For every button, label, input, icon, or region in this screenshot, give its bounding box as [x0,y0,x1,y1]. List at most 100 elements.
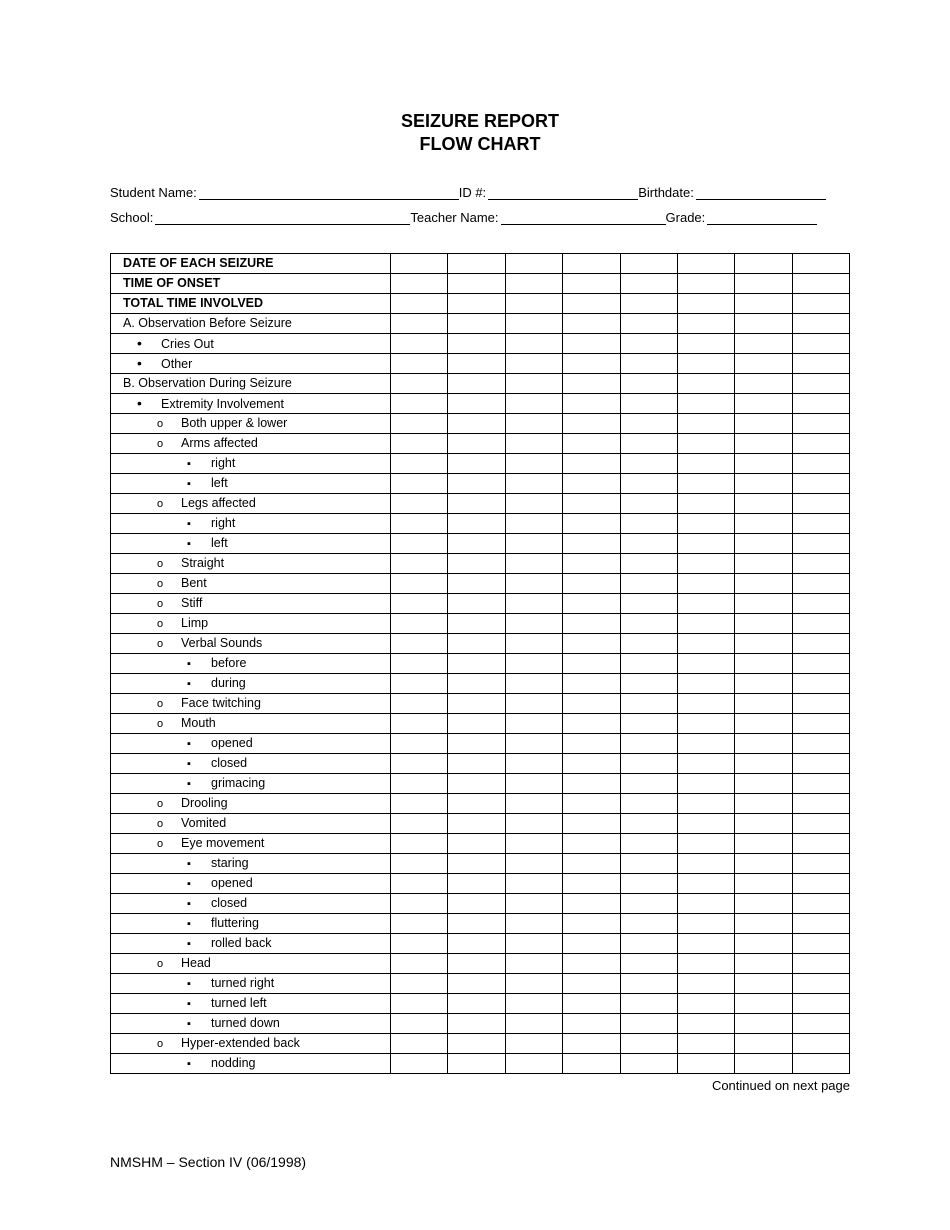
data-cell[interactable] [448,653,505,673]
data-cell[interactable] [735,433,792,453]
data-cell[interactable] [620,673,677,693]
data-cell[interactable] [620,753,677,773]
data-cell[interactable] [620,293,677,313]
data-cell[interactable] [677,893,734,913]
data-cell[interactable] [620,333,677,353]
data-cell[interactable] [505,393,562,413]
data-cell[interactable] [677,613,734,633]
data-cell[interactable] [448,393,505,413]
data-cell[interactable] [735,1013,792,1033]
data-cell[interactable] [563,933,620,953]
data-cell[interactable] [620,813,677,833]
data-cell[interactable] [735,513,792,533]
data-cell[interactable] [505,373,562,393]
data-cell[interactable] [735,313,792,333]
data-cell[interactable] [620,353,677,373]
data-cell[interactable] [391,933,448,953]
data-cell[interactable] [563,713,620,733]
data-cell[interactable] [391,353,448,373]
data-cell[interactable] [505,713,562,733]
data-cell[interactable] [677,653,734,673]
data-cell[interactable] [735,893,792,913]
data-cell[interactable] [735,253,792,273]
data-cell[interactable] [792,513,849,533]
data-cell[interactable] [735,953,792,973]
data-cell[interactable] [620,273,677,293]
data-cell[interactable] [505,533,562,553]
data-cell[interactable] [563,833,620,853]
data-cell[interactable] [448,513,505,533]
data-cell[interactable] [620,693,677,713]
data-cell[interactable] [448,593,505,613]
data-cell[interactable] [735,773,792,793]
data-cell[interactable] [677,393,734,413]
data-cell[interactable] [620,393,677,413]
data-cell[interactable] [563,853,620,873]
data-cell[interactable] [735,673,792,693]
data-cell[interactable] [677,493,734,513]
data-cell[interactable] [448,953,505,973]
data-cell[interactable] [735,853,792,873]
data-cell[interactable] [505,573,562,593]
data-cell[interactable] [735,1033,792,1053]
data-cell[interactable] [391,433,448,453]
data-cell[interactable] [448,773,505,793]
data-cell[interactable] [792,933,849,953]
data-cell[interactable] [735,913,792,933]
data-cell[interactable] [677,993,734,1013]
data-cell[interactable] [620,533,677,553]
data-cell[interactable] [792,773,849,793]
data-cell[interactable] [735,293,792,313]
data-cell[interactable] [448,993,505,1013]
data-cell[interactable] [735,393,792,413]
data-cell[interactable] [391,993,448,1013]
data-cell[interactable] [735,693,792,713]
data-cell[interactable] [563,633,620,653]
data-cell[interactable] [563,433,620,453]
data-cell[interactable] [620,893,677,913]
data-cell[interactable] [563,353,620,373]
data-cell[interactable] [735,833,792,853]
data-cell[interactable] [792,293,849,313]
data-cell[interactable] [391,713,448,733]
data-cell[interactable] [735,353,792,373]
data-cell[interactable] [792,853,849,873]
data-cell[interactable] [505,693,562,713]
data-cell[interactable] [620,453,677,473]
data-cell[interactable] [391,473,448,493]
data-cell[interactable] [563,393,620,413]
data-cell[interactable] [677,333,734,353]
data-cell[interactable] [563,373,620,393]
data-cell[interactable] [620,473,677,493]
data-cell[interactable] [792,273,849,293]
data-cell[interactable] [620,833,677,853]
data-cell[interactable] [620,513,677,533]
data-cell[interactable] [505,453,562,473]
data-cell[interactable] [391,873,448,893]
data-cell[interactable] [448,573,505,593]
data-cell[interactable] [792,433,849,453]
data-cell[interactable] [391,1013,448,1033]
data-cell[interactable] [792,793,849,813]
data-cell[interactable] [391,833,448,853]
data-cell[interactable] [505,1053,562,1073]
data-cell[interactable] [792,593,849,613]
data-cell[interactable] [620,1053,677,1073]
data-cell[interactable] [391,653,448,673]
data-cell[interactable] [735,593,792,613]
data-cell[interactable] [792,1033,849,1053]
data-cell[interactable] [505,1033,562,1053]
data-cell[interactable] [677,553,734,573]
data-cell[interactable] [505,253,562,273]
data-cell[interactable] [391,393,448,413]
data-cell[interactable] [677,813,734,833]
data-cell[interactable] [505,833,562,853]
data-cell[interactable] [620,613,677,633]
data-cell[interactable] [792,633,849,653]
data-cell[interactable] [735,813,792,833]
data-cell[interactable] [391,333,448,353]
data-cell[interactable] [563,573,620,593]
data-cell[interactable] [620,733,677,753]
data-cell[interactable] [620,993,677,1013]
data-cell[interactable] [735,713,792,733]
